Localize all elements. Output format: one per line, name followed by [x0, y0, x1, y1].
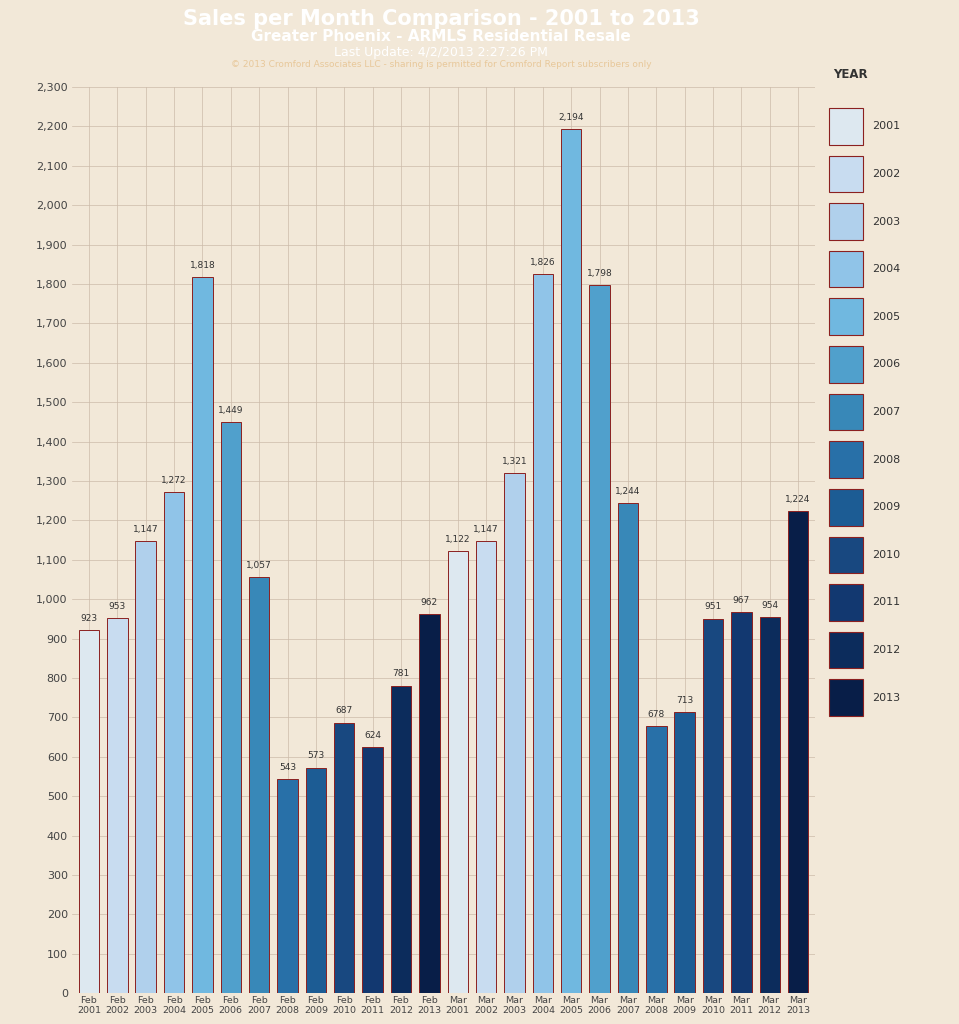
Text: 967: 967	[733, 596, 750, 605]
Text: 2013: 2013	[873, 692, 901, 702]
Bar	[363, 748, 383, 993]
Bar	[829, 251, 863, 288]
Text: 624: 624	[364, 731, 381, 740]
Text: 1,147: 1,147	[133, 525, 158, 535]
Bar	[829, 537, 863, 573]
Text: Greater Phoenix - ARMLS Residential Resale: Greater Phoenix - ARMLS Residential Resa…	[251, 30, 631, 44]
Text: 1,272: 1,272	[161, 476, 187, 485]
Text: 2007: 2007	[873, 407, 901, 417]
Bar	[829, 394, 863, 430]
Text: 1,224: 1,224	[785, 495, 810, 504]
Text: Sales per Month Comparison - 2001 to 2013: Sales per Month Comparison - 2001 to 201…	[183, 9, 699, 29]
Bar	[164, 493, 184, 993]
Text: 1,244: 1,244	[616, 487, 641, 496]
Bar	[646, 726, 667, 993]
Text: 951: 951	[705, 602, 722, 611]
Bar	[829, 109, 863, 144]
Bar	[532, 273, 553, 993]
Text: 1,321: 1,321	[502, 457, 527, 466]
Text: 953: 953	[108, 602, 126, 610]
Text: © 2013 Cromford Associates LLC - sharing is permitted for Cromford Report subscr: © 2013 Cromford Associates LLC - sharing…	[231, 60, 651, 70]
Text: 2002: 2002	[873, 169, 901, 179]
Bar	[760, 617, 780, 993]
Text: 573: 573	[307, 752, 324, 761]
Text: 543: 543	[279, 763, 296, 772]
Text: 1,122: 1,122	[445, 536, 471, 544]
Text: 923: 923	[81, 613, 98, 623]
Bar	[829, 346, 863, 383]
Bar	[135, 542, 156, 993]
Bar	[829, 584, 863, 621]
Text: 1,798: 1,798	[587, 268, 613, 278]
Text: Last Update: 4/2/2013 2:27:26 PM: Last Update: 4/2/2013 2:27:26 PM	[334, 46, 549, 58]
Bar	[561, 129, 581, 993]
Bar	[419, 614, 439, 993]
Text: 2011: 2011	[873, 597, 901, 607]
Bar	[829, 680, 863, 716]
Bar	[192, 276, 213, 993]
Text: 2010: 2010	[873, 550, 901, 560]
Bar	[476, 542, 497, 993]
Text: 2008: 2008	[873, 455, 901, 465]
Bar	[829, 299, 863, 335]
Bar	[221, 422, 241, 993]
Bar	[731, 612, 752, 993]
Text: 713: 713	[676, 696, 693, 706]
Bar	[674, 713, 695, 993]
Text: 2009: 2009	[873, 502, 901, 512]
Bar	[829, 441, 863, 478]
Bar	[504, 473, 525, 993]
Text: 1,818: 1,818	[190, 261, 215, 270]
Bar	[79, 630, 99, 993]
Text: 1,057: 1,057	[246, 561, 272, 569]
Text: YEAR: YEAR	[832, 68, 867, 81]
Bar	[829, 203, 863, 240]
Text: 1,826: 1,826	[530, 258, 555, 266]
Text: 2004: 2004	[873, 264, 901, 274]
Bar	[788, 511, 808, 993]
Bar	[390, 685, 411, 993]
Bar	[703, 618, 723, 993]
Text: 678: 678	[647, 710, 665, 719]
Text: 2001: 2001	[873, 121, 901, 131]
Bar	[277, 779, 297, 993]
Text: 954: 954	[761, 601, 779, 610]
Text: 1,147: 1,147	[474, 525, 499, 535]
Bar	[306, 768, 326, 993]
Text: 2012: 2012	[873, 645, 901, 655]
Bar	[829, 632, 863, 669]
Bar	[618, 503, 638, 993]
Bar	[590, 285, 610, 993]
Bar	[829, 489, 863, 525]
Bar	[448, 551, 468, 993]
Bar	[334, 723, 355, 993]
Text: 962: 962	[421, 598, 438, 607]
Text: 1,449: 1,449	[218, 407, 244, 416]
Text: 2006: 2006	[873, 359, 901, 370]
Bar	[249, 577, 269, 993]
Text: 2003: 2003	[873, 216, 901, 226]
Bar	[829, 156, 863, 193]
Text: 687: 687	[336, 707, 353, 716]
Text: 2005: 2005	[873, 311, 901, 322]
Text: 781: 781	[392, 670, 409, 679]
Text: 2,194: 2,194	[558, 113, 584, 122]
Bar	[107, 617, 128, 993]
